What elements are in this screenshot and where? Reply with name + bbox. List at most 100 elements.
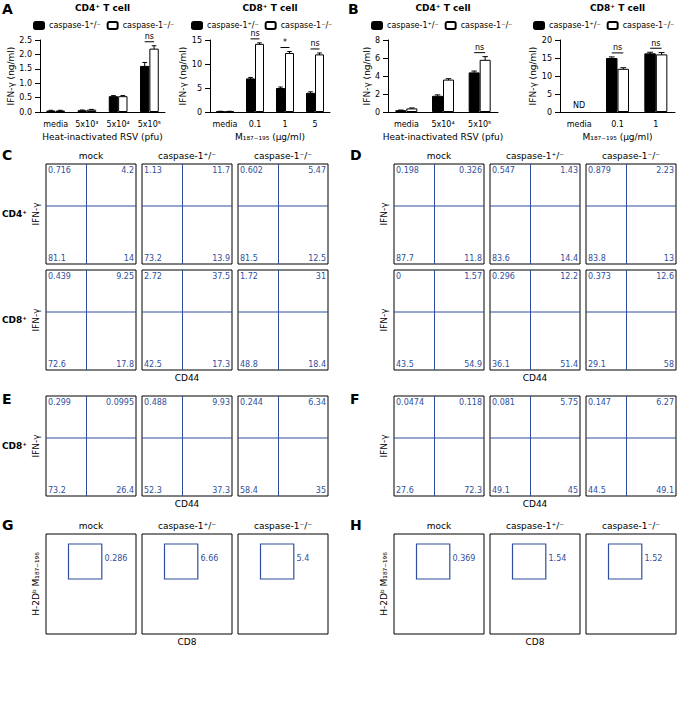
svg-text:CD44: CD44 xyxy=(523,499,548,509)
svg-text:IFN-γ: IFN-γ xyxy=(379,202,389,226)
svg-text:0.118: 0.118 xyxy=(459,398,482,407)
svg-text:5.4: 5.4 xyxy=(297,554,310,563)
svg-text:media: media xyxy=(213,120,238,129)
svg-text:45: 45 xyxy=(568,486,578,495)
svg-text:1.43: 1.43 xyxy=(560,166,578,175)
svg-text:ns: ns xyxy=(613,43,622,52)
svg-text:1: 1 xyxy=(282,120,287,129)
svg-text:87.7: 87.7 xyxy=(396,254,414,263)
svg-text:5: 5 xyxy=(547,90,552,99)
svg-text:5: 5 xyxy=(312,120,317,129)
svg-text:CD8⁺ T cell: CD8⁺ T cell xyxy=(590,3,645,13)
svg-text:52.3: 52.3 xyxy=(144,486,162,495)
svg-text:9.93: 9.93 xyxy=(212,398,230,407)
svg-text:6.27: 6.27 xyxy=(656,398,674,407)
svg-text:1.0: 1.0 xyxy=(19,79,32,88)
svg-text:26.4: 26.4 xyxy=(116,486,134,495)
svg-text:media: media xyxy=(394,120,419,129)
svg-text:0.1: 0.1 xyxy=(611,120,624,129)
svg-text:0.373: 0.373 xyxy=(588,272,611,281)
svg-text:0.602: 0.602 xyxy=(240,166,263,175)
svg-text:4: 4 xyxy=(375,72,380,81)
svg-text:1.52: 1.52 xyxy=(645,554,663,563)
svg-text:H: H xyxy=(350,517,362,533)
svg-text:0.369: 0.369 xyxy=(453,554,476,563)
svg-text:B: B xyxy=(348,1,359,17)
svg-text:M₁₈₇₋₁₉₅ (μg/ml): M₁₈₇₋₁₉₅ (μg/ml) xyxy=(583,132,653,142)
svg-text:0.326: 0.326 xyxy=(459,166,482,175)
svg-text:IFN-γ (ng/ml): IFN-γ (ng/ml) xyxy=(6,47,16,106)
svg-text:0: 0 xyxy=(547,108,552,117)
svg-text:CD8⁺ T cell: CD8⁺ T cell xyxy=(242,3,297,13)
svg-text:mock: mock xyxy=(427,151,452,161)
svg-text:ns: ns xyxy=(250,29,259,38)
svg-text:6.66: 6.66 xyxy=(201,554,219,563)
svg-text:2: 2 xyxy=(375,90,380,99)
svg-text:M₁₈₇₋₁₉₅ (μg/ml): M₁₈₇₋₁₉₅ (μg/ml) xyxy=(235,132,305,142)
svg-text:81.1: 81.1 xyxy=(48,254,66,263)
svg-text:CD4⁺: CD4⁺ xyxy=(2,209,27,219)
svg-text:0.488: 0.488 xyxy=(144,398,167,407)
svg-text:58: 58 xyxy=(664,360,674,369)
svg-text:54.9: 54.9 xyxy=(464,360,482,369)
svg-text:15: 15 xyxy=(542,54,552,63)
svg-text:15: 15 xyxy=(192,36,202,45)
svg-text:1: 1 xyxy=(653,120,658,129)
svg-text:caspase-1⁺/⁻: caspase-1⁺/⁻ xyxy=(158,151,216,161)
svg-text:0.244: 0.244 xyxy=(240,398,263,407)
svg-text:caspase-1⁻/⁻: caspase-1⁻/⁻ xyxy=(602,151,660,161)
svg-text:F: F xyxy=(350,391,360,407)
svg-text:13: 13 xyxy=(664,254,674,263)
svg-text:2.5: 2.5 xyxy=(19,36,32,45)
svg-text:8: 8 xyxy=(375,36,380,45)
svg-text:media: media xyxy=(567,120,592,129)
svg-text:caspase-1⁺/⁻: caspase-1⁺/⁻ xyxy=(207,21,259,30)
svg-text:0.299: 0.299 xyxy=(48,398,71,407)
svg-text:0: 0 xyxy=(396,272,401,281)
svg-text:D: D xyxy=(350,147,362,163)
svg-text:IFN-γ: IFN-γ xyxy=(31,202,41,226)
svg-text:G: G xyxy=(2,517,14,533)
svg-text:C: C xyxy=(2,147,12,163)
svg-text:5x10⁴: 5x10⁴ xyxy=(431,120,454,129)
svg-text:IFN-γ (ng/ml): IFN-γ (ng/ml) xyxy=(528,47,538,106)
svg-text:0.0474: 0.0474 xyxy=(396,398,424,407)
svg-text:12.2: 12.2 xyxy=(560,272,578,281)
svg-text:6.34: 6.34 xyxy=(308,398,326,407)
svg-text:caspase-1⁺/⁻: caspase-1⁺/⁻ xyxy=(549,21,601,30)
svg-text:caspase-1⁺/⁻: caspase-1⁺/⁻ xyxy=(158,521,216,531)
svg-text:9.25: 9.25 xyxy=(116,272,134,281)
svg-text:ND: ND xyxy=(573,101,585,110)
svg-text:caspase-1⁺/⁻: caspase-1⁺/⁻ xyxy=(506,521,564,531)
svg-text:36.1: 36.1 xyxy=(492,360,510,369)
svg-text:0.1: 0.1 xyxy=(249,120,262,129)
svg-text:mock: mock xyxy=(427,521,452,531)
svg-text:58.4: 58.4 xyxy=(240,486,258,495)
svg-text:0: 0 xyxy=(197,108,202,117)
svg-text:5x10⁵: 5x10⁵ xyxy=(138,120,161,129)
svg-text:caspase-1⁻/⁻: caspase-1⁻/⁻ xyxy=(254,151,312,161)
svg-text:caspase-1⁺/⁻: caspase-1⁺/⁻ xyxy=(387,21,439,30)
svg-text:35: 35 xyxy=(316,486,326,495)
svg-text:17.3: 17.3 xyxy=(212,360,230,369)
svg-text:73.2: 73.2 xyxy=(144,254,162,263)
svg-text:2.72: 2.72 xyxy=(144,272,162,281)
svg-text:caspase-1⁻/⁻: caspase-1⁻/⁻ xyxy=(281,21,333,30)
svg-text:20: 20 xyxy=(542,36,552,45)
svg-text:83.6: 83.6 xyxy=(492,254,510,263)
svg-text:44.5: 44.5 xyxy=(588,486,606,495)
svg-text:IFN-γ: IFN-γ xyxy=(31,434,41,458)
svg-text:2.0: 2.0 xyxy=(19,50,32,59)
svg-text:*: * xyxy=(283,38,287,47)
svg-text:48.8: 48.8 xyxy=(240,360,258,369)
svg-text:12.5: 12.5 xyxy=(308,254,326,263)
svg-text:ns: ns xyxy=(145,32,154,41)
svg-text:37.3: 37.3 xyxy=(212,486,230,495)
svg-text:51.4: 51.4 xyxy=(560,360,578,369)
svg-text:caspase-1⁻/⁻: caspase-1⁻/⁻ xyxy=(461,21,513,30)
svg-text:5x10⁵: 5x10⁵ xyxy=(468,120,491,129)
svg-text:5.75: 5.75 xyxy=(560,398,578,407)
svg-text:0.879: 0.879 xyxy=(588,166,611,175)
svg-text:caspase-1⁻/⁻: caspase-1⁻/⁻ xyxy=(623,21,675,30)
svg-text:IFN-γ: IFN-γ xyxy=(379,308,389,332)
